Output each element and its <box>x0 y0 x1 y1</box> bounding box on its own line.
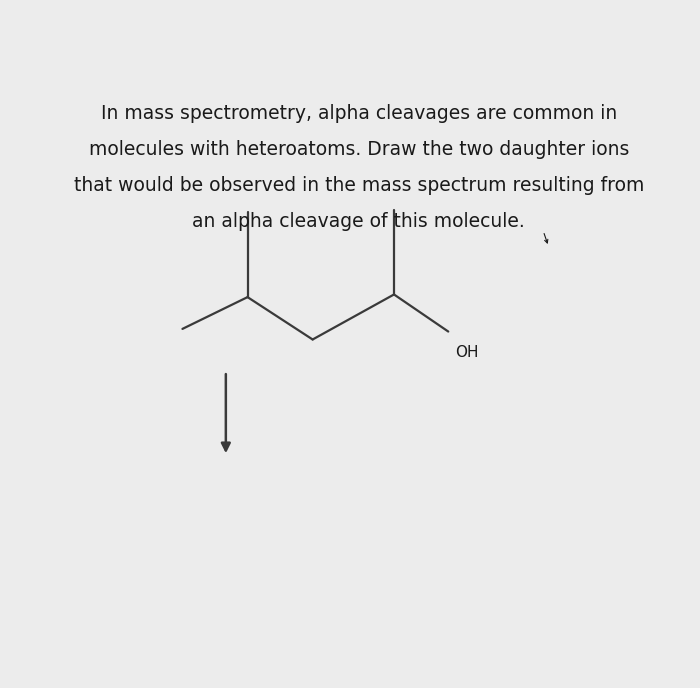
Text: molecules with heteroatoms. Draw the two daughter ions: molecules with heteroatoms. Draw the two… <box>89 140 629 159</box>
Text: that would be observed in the mass spectrum resulting from: that would be observed in the mass spect… <box>74 176 644 195</box>
Text: an alpha cleavage of this molecule.: an alpha cleavage of this molecule. <box>193 212 525 230</box>
Text: OH: OH <box>455 345 479 360</box>
Text: In mass spectrometry, alpha cleavages are common in: In mass spectrometry, alpha cleavages ar… <box>101 104 617 122</box>
